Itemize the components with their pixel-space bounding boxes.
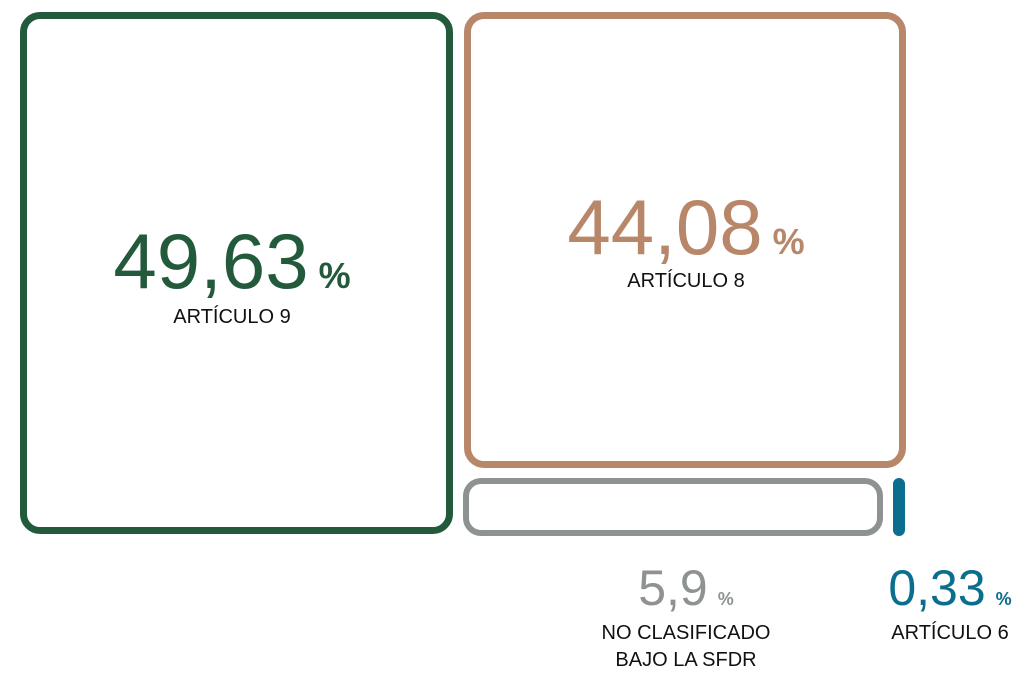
category-label: ARTÍCULO 8: [627, 270, 745, 292]
value-group: 5,9%: [638, 563, 734, 613]
value-label: 5,9: [638, 560, 708, 616]
value-group: 0,33%: [888, 563, 1011, 613]
value-label: 49,63: [113, 217, 309, 305]
tile: [893, 478, 905, 536]
unit-label: %: [995, 589, 1012, 609]
category-label: ARTÍCULO 9: [173, 306, 291, 328]
value-label: 0,33: [888, 560, 986, 616]
tile: [464, 12, 906, 468]
value-group: 44,08%: [567, 188, 804, 266]
unit-label: %: [318, 255, 351, 296]
tile: [463, 478, 883, 536]
unit-label: %: [772, 221, 805, 262]
value-label: 44,08: [567, 183, 763, 271]
unit-label: %: [717, 589, 734, 609]
value-group: 49,63%: [113, 222, 350, 300]
category-label: ARTÍCULO 6: [891, 622, 1009, 644]
tile: [20, 12, 453, 534]
category-label: NO CLASIFICADO BAJO LA SFDR: [601, 622, 771, 671]
